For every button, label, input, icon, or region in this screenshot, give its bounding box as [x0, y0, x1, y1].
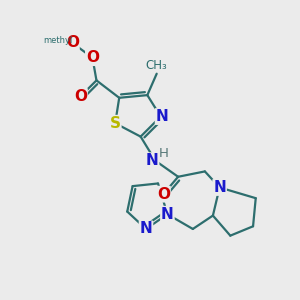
Text: O: O: [86, 50, 99, 65]
Text: N: N: [140, 221, 152, 236]
Text: CH₃: CH₃: [146, 59, 168, 72]
Text: N: N: [161, 207, 174, 222]
Text: N: N: [213, 180, 226, 195]
Text: O: O: [66, 35, 79, 50]
Text: N: N: [156, 109, 168, 124]
Text: N: N: [146, 153, 158, 168]
Text: O: O: [74, 89, 87, 104]
Text: H: H: [158, 147, 168, 160]
Text: methyl: methyl: [43, 36, 72, 45]
Text: O: O: [157, 187, 170, 202]
Text: S: S: [110, 116, 121, 131]
